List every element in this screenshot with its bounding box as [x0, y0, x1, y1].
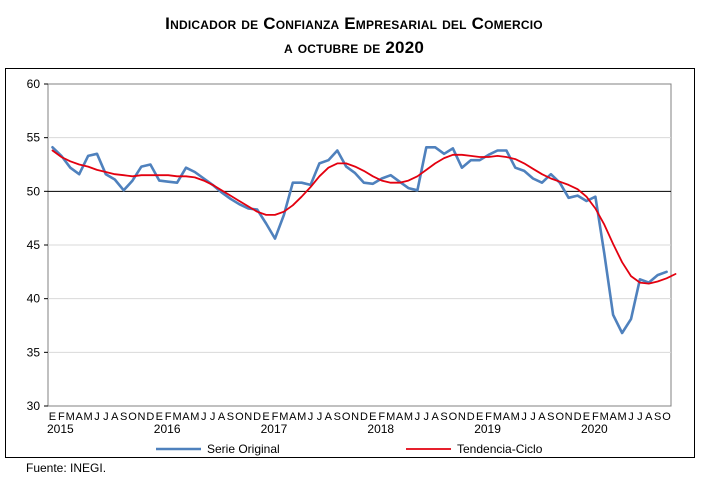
x-tick-label: S	[227, 411, 234, 423]
x-tick-label: A	[75, 411, 83, 423]
year-label: 2017	[261, 422, 288, 436]
y-tick-label: 60	[27, 77, 41, 91]
x-tick-label: N	[565, 411, 573, 423]
x-tick-label: F	[58, 411, 65, 423]
legend-label: Serie Original	[207, 442, 280, 456]
x-tick-label: J	[201, 411, 207, 423]
y-tick-label: 50	[27, 184, 41, 198]
x-tick-label: M	[297, 411, 306, 423]
x-tick-label: O	[235, 411, 244, 423]
x-tick-label: E	[156, 411, 163, 423]
x-tick-label: M	[511, 411, 520, 423]
chart-title-line-2: a octubre de 2020	[283, 38, 425, 57]
x-tick-label: M	[493, 411, 502, 423]
x-tick-label: S	[440, 411, 447, 423]
x-tick-label: A	[182, 411, 190, 423]
year-label: 2019	[474, 422, 501, 436]
x-tick-label: M	[66, 411, 75, 423]
x-tick-label: S	[120, 411, 127, 423]
x-tick-label: S	[334, 411, 341, 423]
x-tick-label: S	[547, 411, 554, 423]
x-tick-label: J	[317, 411, 323, 423]
y-tick-label: 40	[27, 292, 41, 306]
x-tick-label: M	[190, 411, 199, 423]
x-tick-label: M	[404, 411, 413, 423]
x-tick-label: N	[458, 411, 466, 423]
x-tick-label: J	[521, 411, 527, 423]
y-tick-label: 55	[27, 131, 41, 145]
x-tick-label: J	[424, 411, 430, 423]
x-tick-label: J	[637, 411, 643, 423]
x-tick-label: A	[503, 411, 511, 423]
x-tick-label: F	[485, 411, 492, 423]
x-tick-label: D	[467, 411, 475, 423]
x-tick-label: A	[396, 411, 404, 423]
x-tick-label: F	[592, 411, 599, 423]
x-tick-label: D	[574, 411, 582, 423]
x-tick-label: D	[360, 411, 368, 423]
x-tick-label: M	[83, 411, 92, 423]
x-tick-label: J	[415, 411, 421, 423]
x-tick-label: E	[583, 411, 590, 423]
x-tick-label: A	[609, 411, 617, 423]
x-tick-label: J	[530, 411, 536, 423]
x-tick-label: A	[645, 411, 653, 423]
x-tick-label: F	[165, 411, 172, 423]
x-tick-label: N	[137, 411, 145, 423]
x-tick-label: O	[449, 411, 458, 423]
source-note: Fuente: INEGI.	[26, 461, 107, 475]
x-tick-label: A	[111, 411, 119, 423]
x-tick-label: E	[262, 411, 269, 423]
x-tick-label: A	[431, 411, 439, 423]
x-tick-label: A	[538, 411, 546, 423]
legend-label: Tendencia-Ciclo	[457, 442, 543, 456]
series-line-original	[51, 146, 668, 335]
year-label: 2015	[47, 422, 74, 436]
chart-frame: 30 35 40 45 50 55 60 E F M A M J J A S O N D E F M A M J J A S O N D E F…	[5, 68, 695, 458]
x-tick-label: M	[617, 411, 626, 423]
x-tick-label: E	[49, 411, 56, 423]
x-tick-label: S	[654, 411, 661, 423]
x-tick-label: J	[628, 411, 634, 423]
year-label: 2018	[367, 422, 394, 436]
x-tick-label: A	[289, 411, 297, 423]
x-tick-label: O	[555, 411, 564, 423]
chart-title: Indicador de Confianza Empresarial del C…	[0, 12, 708, 60]
y-tick-label: 45	[27, 238, 41, 252]
y-tick-label: 30	[27, 399, 41, 413]
series-line-trend	[51, 149, 677, 285]
x-tick-label: M	[279, 411, 288, 423]
y-tick-label: 35	[27, 345, 41, 359]
x-tick-label: J	[210, 411, 216, 423]
chart-title-line-1: Indicador de Confianza Empresarial del C…	[165, 14, 543, 33]
x-tick-label: M	[600, 411, 609, 423]
x-tick-label: D	[146, 411, 154, 423]
x-tick-label: A	[218, 411, 226, 423]
x-tick-label: E	[476, 411, 483, 423]
x-tick-label: J	[94, 411, 100, 423]
year-label: 2020	[581, 422, 608, 436]
x-tick-label: O	[128, 411, 137, 423]
x-tick-label: M	[386, 411, 395, 423]
x-tick-label: J	[103, 411, 109, 423]
x-tick-label: F	[378, 411, 385, 423]
x-tick-label: N	[244, 411, 252, 423]
x-tick-label: M	[172, 411, 181, 423]
x-tick-label: O	[662, 411, 671, 423]
x-tick-label: D	[253, 411, 261, 423]
year-label: 2016	[154, 422, 181, 436]
x-tick-label: O	[342, 411, 351, 423]
x-tick-label: N	[351, 411, 359, 423]
x-tick-label: F	[272, 411, 279, 423]
x-tick-label: E	[369, 411, 376, 423]
x-tick-label: J	[308, 411, 314, 423]
x-tick-label: A	[325, 411, 333, 423]
